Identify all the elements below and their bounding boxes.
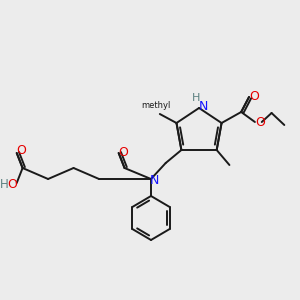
Text: N: N — [199, 100, 208, 113]
Text: O: O — [17, 145, 26, 158]
Text: N: N — [149, 173, 159, 187]
Text: O: O — [249, 89, 259, 103]
Text: H: H — [192, 93, 200, 103]
Text: O: O — [118, 146, 128, 158]
Text: H: H — [0, 178, 8, 191]
Text: methyl: methyl — [141, 101, 171, 110]
Text: O: O — [7, 178, 17, 191]
Text: O: O — [255, 116, 265, 130]
